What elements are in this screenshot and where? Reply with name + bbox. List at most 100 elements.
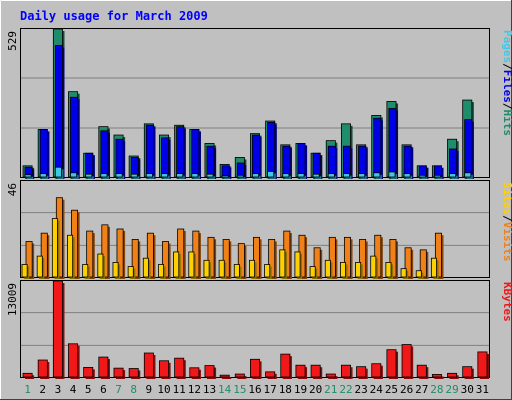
bar-kbytes-day-2-body [37, 359, 48, 378]
legend-item-sites-0: Sites [501, 182, 512, 215]
bar-kbytes-day-28-shadow [434, 376, 444, 379]
bar-files-day-25 [388, 108, 399, 179]
bar-files-day-6 [100, 130, 110, 179]
bar-files-day-10-body [161, 137, 170, 178]
bar-kbytes-day-17-body [265, 371, 276, 378]
bar-sites-day-8 [127, 266, 136, 279]
bar-kbytes-day-11-body [174, 357, 185, 378]
bar-kbytes-day-1 [22, 372, 35, 379]
x-tick-label-day-21: 21 [324, 383, 337, 396]
bar-kbytes-day-9-body [143, 352, 154, 378]
bar-pages-day-25 [388, 171, 398, 179]
bar-files-day-24-body [373, 117, 382, 178]
bar-sites-day-22 [339, 261, 348, 279]
bar-sites-day-2 [36, 255, 45, 279]
bar-kbytes-day-31 [477, 351, 489, 379]
legend-item-pages-0: Pages [501, 30, 512, 63]
bar-pages-day-16-body [252, 173, 259, 178]
bar-files-day-3-body [54, 45, 63, 178]
bar-files-day-3 [54, 45, 65, 179]
bar-kbytes-day-11 [174, 357, 186, 379]
bar-kbytes-day-30 [462, 366, 474, 379]
bar-sites-day-9 [142, 257, 151, 279]
legend-item-slash-3: / [501, 103, 512, 110]
bar-sites-day-7-body [112, 261, 119, 278]
bar-kbytes-day-23 [356, 366, 368, 379]
bar-files-day-10 [161, 137, 171, 179]
bar-kbytes-day-27-body [416, 364, 427, 378]
x-tick-label-day-14: 14 [218, 383, 232, 396]
bar-pages-day-13-body [206, 173, 214, 178]
bar-sites-day-10 [158, 264, 166, 279]
bar-pages-day-20 [312, 173, 322, 179]
bar-pages-day-23 [358, 173, 367, 179]
x-tick-label-day-4: 4 [70, 383, 77, 396]
bar-files-day-22-body [342, 145, 351, 178]
x-tick-label-day-22: 22 [339, 383, 352, 396]
bar-sites-day-21 [324, 259, 333, 279]
bar-pages-day-13-shadow [208, 176, 216, 179]
bar-sites-day-23-body [355, 261, 362, 278]
bar-pages-day-17-body [267, 171, 275, 178]
bar-pages-day-9-body [145, 173, 153, 178]
x-tick-label-day-18: 18 [279, 383, 292, 396]
bar-pages-day-7-body [115, 173, 123, 178]
bar-pages-day-27-body [418, 174, 426, 178]
bar-pages-day-14 [221, 175, 231, 179]
bar-pages-day-1-body [24, 174, 32, 178]
bar-files-day-21-body [327, 145, 336, 178]
bar-kbytes-day-20 [310, 364, 323, 379]
bar-pages-day-15-shadow [239, 177, 246, 179]
bar-pages-day-1 [24, 174, 34, 179]
bar-pages-day-2 [39, 173, 49, 179]
bar-files-day-2 [39, 129, 50, 179]
bar-sites-day-18-body [279, 249, 286, 278]
bar-sites-day-25 [385, 261, 394, 279]
bar-kbytes-day-12 [189, 367, 201, 379]
bar-files-day-12-body [191, 129, 200, 178]
bar-pages-day-4-body [70, 172, 78, 178]
bar-files-day-16-body [252, 134, 260, 178]
bar-sites-day-28-body [430, 257, 437, 278]
bar-sites-day-2-body [36, 255, 43, 278]
bar-pages-day-10-body [161, 173, 169, 178]
x-tick-label-day-28: 28 [430, 383, 443, 396]
bar-kbytes-day-24 [371, 363, 383, 379]
bar-kbytes-day-5-body [83, 367, 94, 378]
bar-pages-day-3 [54, 166, 64, 179]
bar-kbytes-day-8-body [128, 368, 139, 378]
bar-kbytes-day-12-body [189, 367, 200, 378]
legend-item-files-2: Files [501, 70, 512, 103]
panel-kbytes-ymax-label: 13009 [6, 283, 19, 316]
panel-hits-files-pages-ymax-label: 529 [6, 31, 19, 51]
bar-kbytes-day-15-body [234, 373, 245, 378]
bar-pages-day-11-body [176, 173, 184, 178]
bar-sites-day-20 [309, 266, 318, 279]
bar-pages-day-8-body [130, 173, 138, 178]
bar-kbytes-day-10 [159, 360, 171, 379]
bar-files-day-9 [145, 124, 156, 179]
bar-sites-day-17 [264, 264, 272, 279]
bar-kbytes-day-14-shadow [222, 377, 232, 379]
bar-kbytes-day-29-body [447, 372, 458, 378]
bar-files-day-13-body [206, 145, 215, 178]
panel-kbytes: 13009 KBytes [6, 280, 512, 379]
bar-kbytes-day-27 [416, 364, 429, 379]
bar-pages-day-30 [464, 172, 473, 179]
bar-sites-day-15 [233, 264, 242, 279]
legend-item-hits-4: Hits [501, 110, 512, 137]
bar-files-day-29-body [449, 148, 458, 178]
bar-pages-day-14-shadow [224, 177, 231, 179]
bar-pages-day-18-body [282, 173, 290, 178]
x-tick-label-day-25: 25 [385, 383, 398, 396]
x-tick-label-day-27: 27 [415, 383, 428, 396]
bar-files-day-16 [252, 134, 262, 179]
bar-pages-day-19-body [297, 173, 305, 178]
bar-pages-day-10 [161, 173, 170, 179]
panel-visits-sites: 46 Sites/Visits [6, 180, 512, 279]
x-tick-label-day-6: 6 [100, 383, 107, 396]
bar-files-day-5-body [85, 152, 94, 178]
bar-sites-day-8-body [127, 266, 134, 278]
